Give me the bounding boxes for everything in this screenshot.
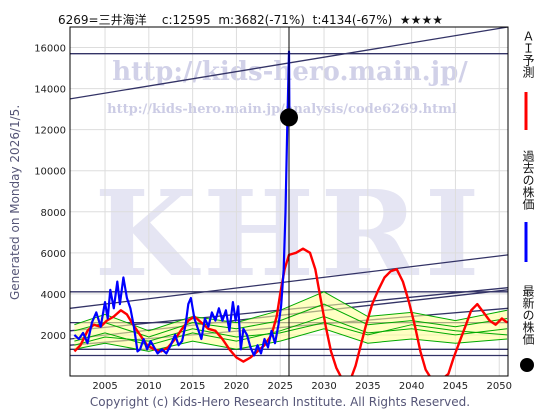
legend-label-past-price: 過去の株価 — [521, 150, 535, 210]
x-tick-label: 2030 — [311, 381, 336, 392]
x-tick-label: 2025 — [268, 381, 293, 392]
generated-date: Generated on Monday 2026/1/5. — [8, 104, 22, 300]
current-price: c:12595 — [161, 13, 211, 27]
x-tick-label: 2015 — [180, 381, 205, 392]
legend-label-latest-price: 最新の株価 — [521, 285, 535, 345]
x-tick-label: 2010 — [136, 381, 161, 392]
band-line — [74, 315, 508, 346]
copyright-footer: Copyright (c) Kids-Hero Research Institu… — [89, 395, 471, 409]
plot-frame — [69, 26, 509, 377]
latest-price-marker — [280, 108, 298, 127]
y-tick-label: 6000 — [41, 249, 66, 260]
watermark-logo: KHRI — [94, 164, 485, 303]
x-tick-label: 2040 — [399, 381, 424, 392]
legend-layer — [520, 92, 534, 372]
series-layer — [73, 27, 508, 376]
ai-forecast-line — [73, 247, 508, 376]
legend-label-ai-forecast: ＡＩ予測 — [521, 30, 535, 78]
axis-layer: 2000 4000 6000 8000 10000 12000 14000 16000 2005… — [34, 26, 512, 392]
y-tick-label: 16000 — [34, 44, 66, 55]
past-price-line — [73, 50, 291, 357]
y-tick-label: 12000 — [34, 126, 66, 137]
band-line — [74, 328, 508, 352]
x-tick-label: 2045 — [443, 381, 468, 392]
min-info: m:3682(-71%) — [218, 13, 305, 27]
target-info: t:4134(-67%) — [312, 13, 393, 27]
rating-stars: ★★★★ — [399, 13, 443, 27]
watermark-analysis-url: http://kids-hero.main.jp/analysis/code62… — [107, 102, 457, 117]
x-tick-label: 2020 — [224, 381, 249, 392]
y-tick-label: 4000 — [41, 290, 66, 301]
x-tick-label: 2050 — [487, 381, 512, 392]
band-line — [74, 322, 508, 346]
y-tick-label: 14000 — [34, 85, 66, 96]
y-tick-label: 2000 — [41, 331, 66, 342]
legend-marker-latest-price — [520, 358, 534, 372]
ticker-label: 6269=三井海洋 — [58, 13, 147, 27]
chart-header: 6269=三井海洋 c:12595 m:3682(-71%) t:4134(-6… — [58, 11, 443, 28]
x-tick-label: 2035 — [355, 381, 380, 392]
y-tick-label: 10000 — [34, 167, 66, 178]
y-tick-label: 8000 — [41, 208, 66, 219]
x-tick-label: 2005 — [92, 381, 117, 392]
